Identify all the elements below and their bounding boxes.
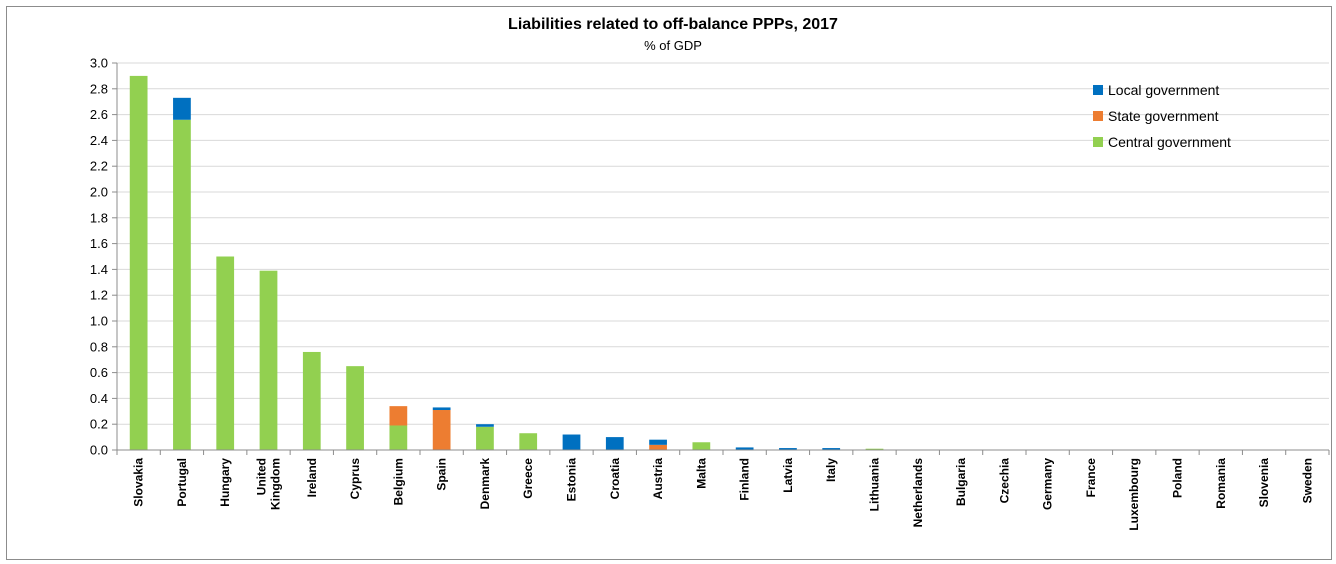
x-tick-label: Sweden [1300,458,1314,503]
chart-title: Liabilities related to off-balance PPPs,… [508,16,838,33]
legend-swatch [1093,111,1103,121]
axes: 0.0 0.2 0.4 0.6 0.8 1.0 1.2 1.4 1.6 1.8 2.0 2.2 2.4 2… [90,56,1330,531]
bar-central-government [476,426,494,450]
legend-swatch [1093,85,1103,95]
x-tick-label: Ireland [305,458,319,497]
x-tick-label: Netherlands [911,458,925,528]
bar-state-government [389,406,408,426]
y-tick-label: 1.8 [90,210,108,225]
bar-local-government [476,424,494,427]
legend-label: State government [1108,108,1219,124]
bar-central-government [519,433,538,450]
bar-central-government [865,448,884,450]
bar-local-government [822,448,841,450]
bar-local-government [735,447,754,450]
x-tick-label: Finland [738,458,752,501]
x-tick-label: France [1084,458,1098,498]
bar-central-government [346,366,364,450]
y-tick-label: 0.2 [90,417,108,432]
x-tick-label: Lithuania [868,458,882,512]
bar-central-government [216,256,235,450]
y-tick-label: 3.0 [90,56,108,71]
bar-local-government [649,439,667,445]
x-tick-label: Estonia [565,458,579,502]
bar-central-government [173,119,191,450]
bar-local-government [432,407,451,411]
legend-label: Local government [1108,82,1219,98]
chart-subtitle: % of GDP [644,38,702,53]
x-tick-label: Italy [824,458,838,482]
x-tick-label: Austria [651,458,665,500]
x-tick-label: Denmark [478,458,492,510]
bar-local-government [779,448,797,450]
y-tick-label: 0.4 [90,391,108,406]
y-tick-label: 1.6 [90,236,108,251]
x-tick-label: Poland [1171,458,1185,498]
bar-state-government [432,410,451,450]
x-tick-label: Hungary [218,458,232,507]
x-tick-label: Spain [435,458,449,491]
legend-swatch [1093,137,1103,147]
y-tick-label: 0.8 [90,339,108,354]
y-tick-label: 1.4 [90,262,108,277]
bar-central-government [389,425,408,450]
bar-state-government [649,444,667,450]
y-tick-label: 2.8 [90,81,108,96]
bar-central-government [259,270,278,450]
y-tick-label: 2.0 [90,185,108,200]
bars [129,75,884,451]
bar-central-government [129,75,148,451]
x-tick-label: Bulgaria [954,458,968,506]
y-tick-label: 2.4 [90,133,108,148]
y-tick-label: 0.0 [90,443,108,458]
y-tick-label: 0.6 [90,365,108,380]
legend: Local government State government Central … [1093,82,1231,150]
y-tick-label: 1.2 [90,288,108,303]
x-tick-label: Slovakia [132,458,146,507]
x-tick-label: Belgium [391,458,405,505]
x-tick-label: Croatia [608,458,622,500]
bar-local-government [173,97,191,120]
legend-label: Central government [1108,134,1231,150]
x-tick-label: Germany [1041,458,1055,510]
x-tick-label: Romania [1214,458,1228,509]
x-tick-label: Greece [521,458,535,499]
bar-central-government [302,351,321,450]
chart-frame: 0.0 0.2 0.4 0.6 0.8 1.0 1.2 1.4 1.6 1.8 2.0 2.2 2.4 2… [6,6,1332,560]
gridlines [117,62,1329,425]
x-tick-label: Luxembourg [1127,458,1141,531]
y-tick-label: 1.0 [90,314,108,329]
x-tick-label: Cyprus [348,458,362,500]
y-tick-label: 2.6 [90,107,108,122]
bar-local-government [562,434,581,450]
x-tick-label: Kingdom [269,458,283,510]
bar-local-government [605,437,624,450]
x-tick-label: Slovenia [1257,458,1271,508]
x-tick-label: Czechia [997,458,1011,504]
bar-central-government [692,442,711,450]
x-tick-label: Portugal [175,458,189,507]
x-tick-label: United [255,458,269,495]
y-tick-label: 2.2 [90,159,108,174]
x-tick-label: Malta [694,458,708,489]
bar-chart: 0.0 0.2 0.4 0.6 0.8 1.0 1.2 1.4 1.6 1.8 2.0 2.2 2.4 2… [90,16,1330,531]
x-tick-label: Latvia [781,458,795,493]
